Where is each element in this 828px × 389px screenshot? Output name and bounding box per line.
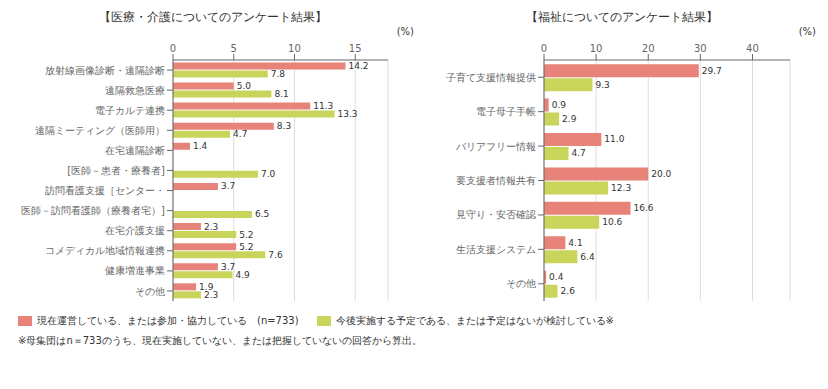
svg-text:電子母子手帳: 電子母子手帳 (476, 106, 536, 117)
svg-text:9.3: 9.3 (595, 80, 609, 90)
svg-text:電子カルテ連携: 電子カルテ連携 (95, 105, 165, 116)
svg-text:8.1: 8.1 (274, 89, 288, 99)
svg-text:5.0: 5.0 (237, 81, 252, 91)
html-text:【医療・介護についてのアンケート結果】: 【医療・介護についてのアンケート結果】 (99, 10, 327, 24)
svg-text:子育て支援情報提供: 子育て支援情報提供 (446, 72, 536, 83)
svg-text:0.9: 0.9 (552, 100, 567, 110)
svg-text:訪問看護支援［センター・: 訪問看護支援［センター・ (45, 185, 165, 196)
svg-text:4.9: 4.9 (236, 270, 251, 280)
svg-text:11.0: 11.0 (604, 134, 624, 144)
svg-text:30: 30 (694, 43, 707, 54)
svg-text:6.4: 6.4 (580, 252, 595, 262)
html-text:【福祉についてのアンケート結果】: 【福祉についてのアンケート結果】 (526, 10, 718, 24)
svg-text:29.7: 29.7 (702, 66, 722, 76)
svg-text:コメディカル地域情報連携: コメディカル地域情報連携 (45, 245, 165, 256)
svg-text:生活支援システム: 生活支援システム (456, 244, 536, 255)
svg-text:7.0: 7.0 (261, 169, 276, 179)
svg-text:5: 5 (231, 43, 237, 54)
svg-text:3.7: 3.7 (221, 262, 235, 272)
svg-text:5.2: 5.2 (239, 230, 253, 240)
svg-text:2.6: 2.6 (561, 286, 576, 296)
svg-text:遠隔ミーティング（医師用）: 遠隔ミーティング（医師用） (35, 125, 165, 136)
svg-text:2.3: 2.3 (204, 222, 218, 232)
svg-text:1.4: 1.4 (193, 141, 208, 151)
svg-text:15: 15 (349, 43, 362, 54)
svg-text:放射線画像診断・遠隔診断: 放射線画像診断・遠隔診断 (45, 65, 165, 76)
svg-text:2.3: 2.3 (204, 290, 218, 300)
svg-text:0: 0 (541, 43, 547, 54)
svg-text:健康増進事業: 健康増進事業 (105, 265, 165, 276)
svg-text:その他: その他 (135, 286, 165, 297)
svg-text:2.9: 2.9 (562, 114, 577, 124)
svg-text:5.2: 5.2 (239, 242, 253, 252)
svg-text:12.3: 12.3 (611, 183, 631, 193)
svg-text:0.4: 0.4 (549, 272, 564, 282)
svg-text:7.6: 7.6 (268, 250, 283, 260)
html-text:※母集団はn＝733のうち、現在実施していない、または把握し: ※母集団はn＝733のうち、現在実施していない、または把握していないの回答から算… (18, 335, 422, 346)
svg-text:3.7: 3.7 (221, 181, 235, 191)
svg-text:11.3: 11.3 (313, 101, 333, 111)
svg-text:医師－訪問看護師（療養者宅）]: 医師－訪問看護師（療養者宅）] (21, 205, 165, 216)
svg-text:6.5: 6.5 (255, 209, 269, 219)
svg-text:10: 10 (288, 43, 301, 54)
svg-text:バリアフリー情報: バリアフリー情報 (455, 141, 536, 152)
svg-text:1.9: 1.9 (199, 281, 214, 292)
svg-text:13.3: 13.3 (338, 109, 358, 119)
svg-text:要支援者情報共有: 要支援者情報共有 (456, 175, 536, 186)
svg-text:4.7: 4.7 (233, 129, 247, 139)
svg-text:在宅遠隔診断: 在宅遠隔診断 (105, 145, 165, 156)
svg-text:[医師－患者・療養者]: [医師－患者・療養者] (67, 165, 165, 176)
svg-text:7.8: 7.8 (271, 69, 286, 79)
svg-text:4.1: 4.1 (568, 238, 582, 248)
svg-text:10.6: 10.6 (602, 217, 622, 227)
svg-text:20: 20 (642, 43, 655, 54)
svg-text:40: 40 (746, 43, 759, 54)
svg-text:4.7: 4.7 (571, 148, 585, 158)
svg-text:10: 10 (590, 43, 603, 54)
svg-text:遠隔救急医療: 遠隔救急医療 (105, 85, 165, 96)
svg-text:その他: その他 (506, 278, 536, 289)
svg-text:14.2: 14.2 (348, 61, 368, 71)
html-text:現在運営している、または参加・協力している (n=733): 現在運営している、または参加・協力している (n=733) (37, 315, 299, 326)
svg-text:16.6: 16.6 (634, 203, 654, 213)
svg-text:20.0: 20.0 (651, 169, 671, 179)
svg-text:8.3: 8.3 (277, 121, 291, 131)
html-text:今後実施する予定である、または予定はないが検討している※: 今後実施する予定である、または予定はないが検討している※ (335, 315, 614, 326)
svg-text:見守り・安否確認: 見守り・安否確認 (456, 209, 536, 220)
svg-text:0: 0 (170, 43, 176, 54)
svg-text:在宅介護支援: 在宅介護支援 (105, 225, 165, 236)
